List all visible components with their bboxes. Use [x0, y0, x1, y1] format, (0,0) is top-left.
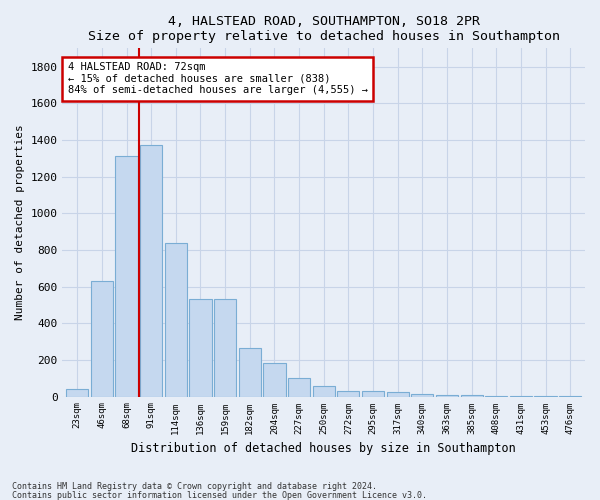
- Bar: [115, 156, 137, 396]
- Bar: [239, 348, 261, 397]
- Bar: [386, 392, 409, 396]
- Bar: [165, 242, 187, 396]
- Title: 4, HALSTEAD ROAD, SOUTHAMPTON, SO18 2PR
Size of property relative to detached ho: 4, HALSTEAD ROAD, SOUTHAMPTON, SO18 2PR …: [88, 15, 560, 43]
- Text: Contains HM Land Registry data © Crown copyright and database right 2024.: Contains HM Land Registry data © Crown c…: [12, 482, 377, 491]
- Bar: [263, 362, 286, 396]
- Bar: [436, 394, 458, 396]
- Bar: [461, 394, 483, 396]
- Bar: [313, 386, 335, 396]
- Bar: [214, 300, 236, 396]
- Bar: [140, 146, 162, 396]
- Bar: [337, 391, 359, 396]
- Y-axis label: Number of detached properties: Number of detached properties: [15, 124, 25, 320]
- Bar: [91, 281, 113, 396]
- Text: 4 HALSTEAD ROAD: 72sqm
← 15% of detached houses are smaller (838)
84% of semi-de: 4 HALSTEAD ROAD: 72sqm ← 15% of detached…: [68, 62, 368, 96]
- Bar: [288, 378, 310, 396]
- Bar: [362, 391, 384, 396]
- Bar: [66, 389, 88, 396]
- X-axis label: Distribution of detached houses by size in Southampton: Distribution of detached houses by size …: [131, 442, 516, 455]
- Bar: [411, 394, 433, 396]
- Bar: [190, 300, 212, 396]
- Text: Contains public sector information licensed under the Open Government Licence v3: Contains public sector information licen…: [12, 490, 427, 500]
